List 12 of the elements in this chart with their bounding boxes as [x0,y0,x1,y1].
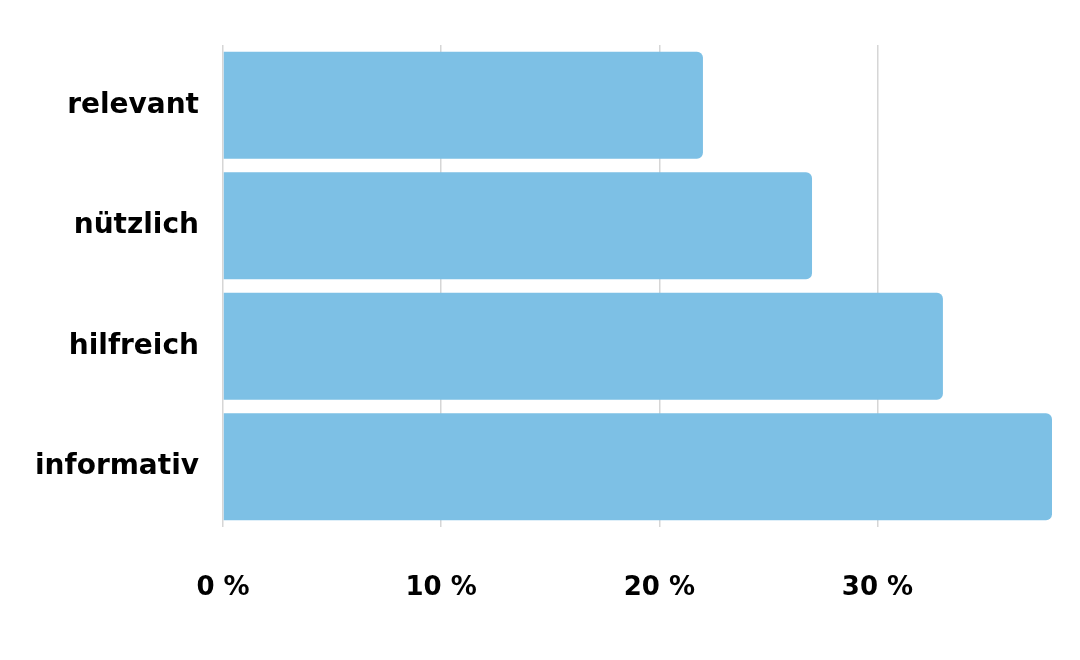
bar [223,413,1052,521]
y-tick-label: hilfreich [68,327,199,361]
x-tick-label: 0 % [196,571,250,602]
y-tick-label: relevant [67,86,199,120]
x-tick-label: 20 % [623,571,695,602]
bar [223,51,703,159]
y-tick-label: informativ [34,448,199,482]
y-tick-label: nützlich [73,207,199,241]
bar [223,292,943,400]
x-tick-label: 10 % [405,571,477,602]
x-tick-label: 30 % [841,571,914,602]
bar [223,172,813,280]
